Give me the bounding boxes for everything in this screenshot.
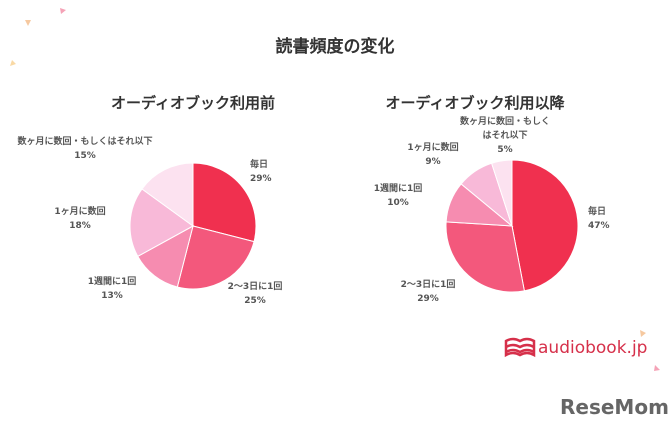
logo-icon <box>504 337 536 358</box>
slice-value: 9% <box>425 157 441 167</box>
slice-label: 2〜3日に1回 29% <box>401 278 456 306</box>
slice-value: 5% <box>497 145 513 155</box>
slice-value: 15% <box>74 151 96 161</box>
slice-label: 毎日 29% <box>250 158 272 186</box>
slice-label: 1週間に1回 10% <box>374 182 423 210</box>
slice-category: 数ヶ月に数回・もしくはそれ以下 <box>460 117 551 141</box>
pie-slice <box>129 188 194 258</box>
slice-value: 10% <box>387 198 409 208</box>
slice-label: 数ヶ月に数回・もしくはそれ以下 15% <box>17 135 152 163</box>
slice-value: 29% <box>250 174 272 184</box>
slice-label: 2〜3日に1回 25% <box>228 280 283 308</box>
logo-text: audiobook.jp <box>538 338 648 358</box>
pie-slice <box>490 159 513 227</box>
pie-slice <box>141 162 194 227</box>
slice-value: 25% <box>244 296 266 306</box>
confetti <box>25 20 31 26</box>
chart-title: オーディオブック利用以降 <box>385 94 565 112</box>
pie-slice <box>192 162 257 243</box>
slice-value: 13% <box>101 291 123 301</box>
pie-slice <box>511 159 579 292</box>
slice-label: 1ヶ月に数回 9% <box>407 141 458 169</box>
pie-slice <box>176 225 255 290</box>
pie-slice <box>445 221 525 293</box>
confetti <box>640 330 646 337</box>
slice-value: 47% <box>588 221 610 231</box>
slice-label: 数ヶ月に数回・もしくはそれ以下 5% <box>460 115 550 157</box>
slice-category: 1ヶ月に数回 <box>407 143 459 153</box>
confetti <box>60 8 66 14</box>
slice-category: 毎日 <box>588 207 607 217</box>
slice-value: 29% <box>417 294 439 304</box>
chart-title: オーディオブック利用前 <box>111 94 275 112</box>
slice-category: 2〜3日に1回 <box>227 282 283 292</box>
slice-category: 毎日 <box>250 160 269 170</box>
slice-category: 1週間に1回 <box>87 277 137 287</box>
confetti <box>654 365 660 371</box>
slice-category: 数ヶ月に数回・もしくはそれ以下 <box>17 137 153 147</box>
slice-category: 1ヶ月に数回 <box>54 207 106 217</box>
slice-label: 毎日 47% <box>588 205 610 233</box>
slice-value: 18% <box>69 221 91 231</box>
confetti <box>10 60 16 66</box>
slice-category: 2〜3日に1回 <box>400 280 456 290</box>
watermark: ReseMom <box>560 395 669 419</box>
slice-category: 1週間に1回 <box>373 184 423 194</box>
page-title: 読書頻度の変化 <box>275 37 395 57</box>
slice-label: 1週間に1回 13% <box>88 275 137 303</box>
slice-label: 1ヶ月に数回 18% <box>54 205 105 233</box>
